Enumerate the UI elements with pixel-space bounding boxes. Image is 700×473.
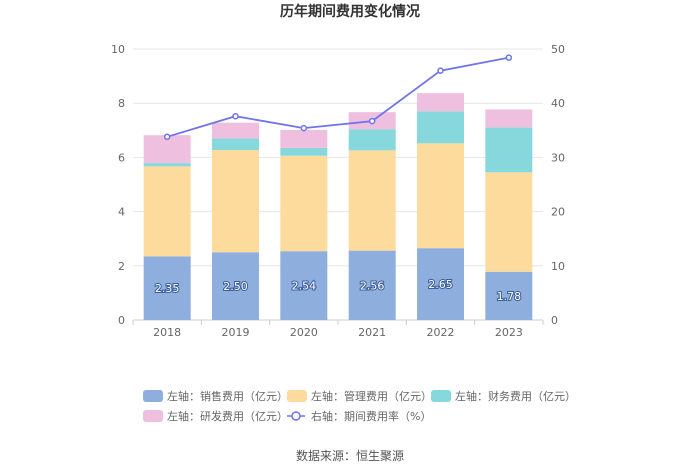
- right-tick-label: 40: [551, 97, 565, 110]
- bar-3-2022: [417, 111, 464, 144]
- left-axis: 0 2 4 6 8 10: [111, 43, 125, 327]
- bar-1-2020: [280, 251, 328, 320]
- line-point: [368, 117, 376, 125]
- bar-1-2023: [485, 271, 533, 320]
- bar-2-2019: [212, 150, 259, 253]
- x-tick-label: 2021: [358, 326, 386, 339]
- bar-value-label: 2.54: [292, 280, 317, 293]
- bar-3-2019: [212, 138, 259, 151]
- x-tick-label: 2022: [427, 326, 455, 339]
- bar-1-2019: [212, 252, 259, 320]
- bar-3-2018: [143, 163, 191, 167]
- chart-title: 历年期间费用变化情况: [280, 3, 420, 20]
- line-point: [163, 133, 171, 141]
- bar-2-2018: [143, 166, 191, 257]
- legend-swatch: [143, 410, 163, 422]
- line-point: [232, 112, 239, 120]
- line-point: [437, 67, 444, 74]
- bar-2-2020: [280, 155, 328, 252]
- bar-3-2021: [348, 129, 396, 151]
- right-tick-label: 30: [551, 151, 565, 164]
- bar-3-2023: [485, 127, 533, 173]
- data-source: 数据来源：恒生聚源: [296, 448, 404, 463]
- x-axis: 2018 2019 2020 2021 2022 2023: [132, 320, 544, 339]
- legend-label: 左轴：财务费用（亿元）: [455, 389, 576, 403]
- right-tick-label: 10: [551, 260, 565, 273]
- legend-label: 左轴：销售费用（亿元）: [167, 389, 288, 403]
- left-tick-label: 6: [118, 151, 125, 164]
- line-path: [166, 56, 510, 138]
- x-tick-label: 2020: [290, 326, 318, 339]
- bar-1-2022: [417, 248, 464, 320]
- bar-2-2023: [485, 172, 533, 272]
- bar-value-label: 2.65: [428, 278, 453, 291]
- legend-marker: [291, 411, 301, 421]
- right-axis: 0 10 20 30 40 50: [551, 43, 565, 327]
- bar-value-label: 2.56: [360, 279, 385, 292]
- legend-swatch: [431, 390, 451, 402]
- x-tick-label: 2019: [222, 326, 250, 339]
- line-point: [300, 124, 308, 132]
- bar-4-2023: [485, 109, 533, 128]
- left-tick-label: 2: [118, 260, 125, 273]
- gridlines: [133, 48, 543, 321]
- bar-3-2020: [280, 147, 328, 156]
- bar-4-2019: [212, 122, 259, 139]
- bar-value-label: 1.78: [497, 290, 522, 303]
- left-tick-label: 10: [111, 43, 125, 56]
- x-tick-label: 2023: [495, 326, 523, 339]
- bar-value-label: 2.50: [223, 280, 248, 293]
- legend: 左轴：销售费用（亿元） 左轴：管理费用（亿元） 左轴：财务费用（亿元） 左轴：研发费用…: [143, 389, 576, 423]
- bar-labels: 2.35 2.50 2.54 2.56 2.65 1.78: [154, 277, 522, 304]
- left-tick-label: 8: [118, 97, 125, 110]
- x-tick-label: 2018: [153, 326, 181, 339]
- bar-4-2020: [280, 130, 328, 148]
- legend-label: 左轴：研发费用（亿元）: [167, 409, 288, 423]
- line-point: [505, 54, 513, 61]
- legend-label: 右轴：期间费用率（%）: [311, 409, 431, 423]
- bar-1-2018: [143, 256, 191, 320]
- legend-label: 左轴：管理费用（亿元）: [311, 389, 432, 403]
- legend-swatch: [143, 390, 163, 402]
- line-series: [163, 54, 513, 141]
- left-tick-label: 4: [118, 206, 125, 219]
- right-tick-label: 20: [551, 206, 565, 219]
- bar-value-label: 2.35: [155, 282, 180, 295]
- right-tick-label: 50: [551, 43, 565, 56]
- bar-1-2021: [348, 250, 396, 320]
- left-tick-label: 0: [118, 314, 125, 327]
- bar-2-2022: [417, 143, 464, 249]
- bar-4-2022: [417, 93, 464, 112]
- legend-swatch: [287, 390, 307, 402]
- bar-series: [143, 93, 533, 320]
- right-tick-label: 0: [551, 314, 558, 327]
- bar-2-2021: [348, 150, 396, 251]
